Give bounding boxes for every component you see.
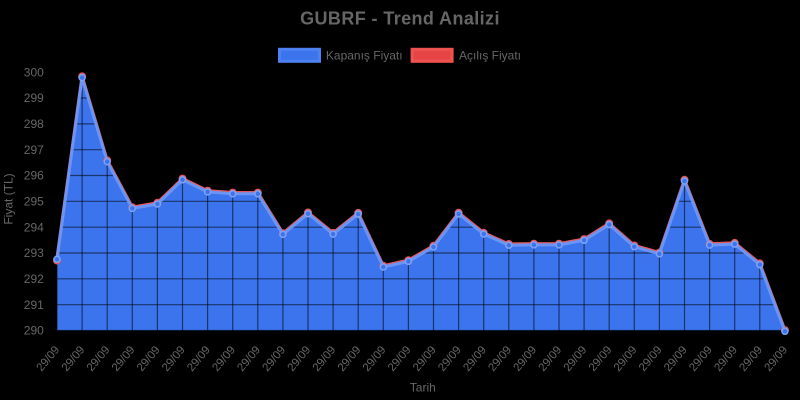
svg-text:298: 298 <box>24 117 44 131</box>
svg-text:296: 296 <box>24 169 44 183</box>
svg-text:Fiyat (TL): Fiyat (TL) <box>1 173 15 224</box>
svg-text:Kapanış Fiyatı: Kapanış Fiyatı <box>326 49 403 63</box>
svg-text:300: 300 <box>24 65 44 79</box>
svg-text:Tarih: Tarih <box>410 380 436 394</box>
svg-text:290: 290 <box>24 324 44 338</box>
svg-text:299: 299 <box>24 91 44 105</box>
svg-text:291: 291 <box>24 298 44 312</box>
svg-text:GUBRF - Trend Analizi: GUBRF - Trend Analizi <box>300 9 500 29</box>
svg-text:293: 293 <box>24 246 44 260</box>
svg-text:294: 294 <box>24 220 44 234</box>
svg-text:297: 297 <box>24 143 44 157</box>
svg-text:Açılış Fiyatı: Açılış Fiyatı <box>459 49 521 63</box>
svg-text:292: 292 <box>24 272 44 286</box>
svg-text:295: 295 <box>24 195 44 209</box>
